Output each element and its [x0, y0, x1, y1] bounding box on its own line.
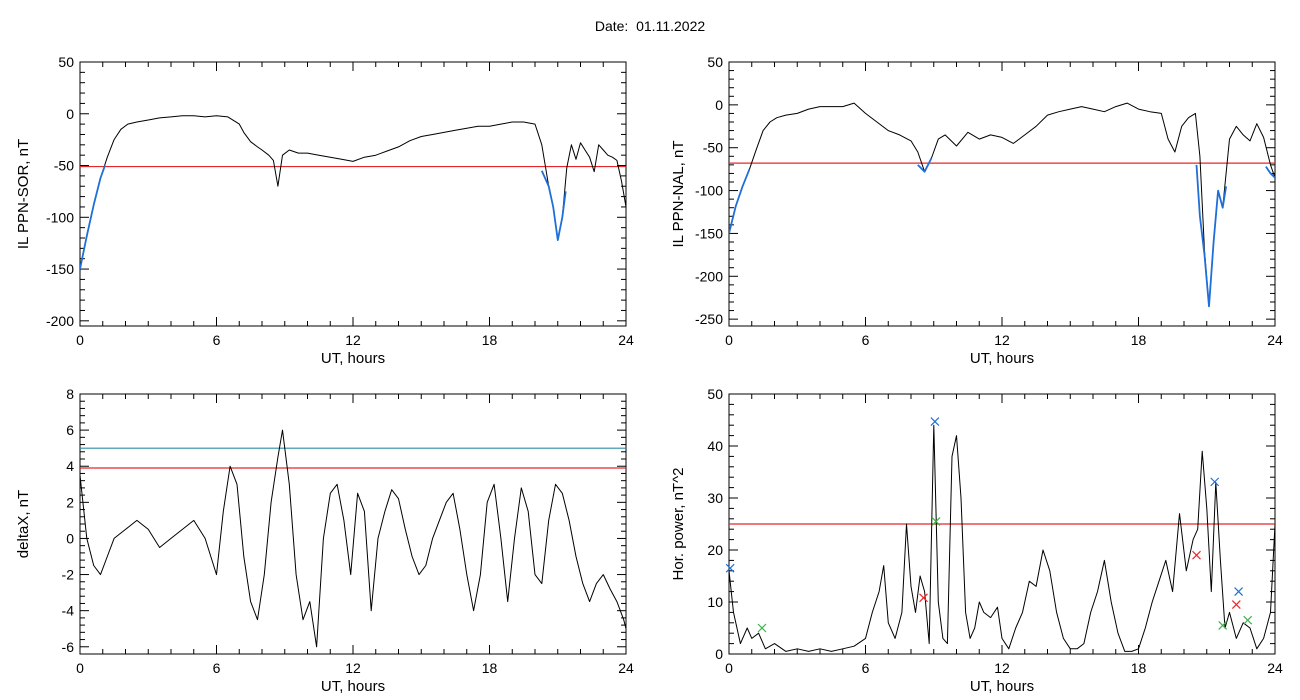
date-value: 01.11.2022: [636, 18, 706, 34]
plot-data: [729, 102, 1275, 308]
y-tick-label: 40: [707, 438, 723, 454]
date-label: Date:: [594, 18, 629, 34]
y-axis-label: IL PPN-NAL, nT: [670, 141, 687, 248]
x-marker: [757, 623, 767, 633]
x-axis-label: UT, hours: [321, 350, 385, 367]
x-tick-label: 0: [76, 332, 84, 348]
y-tick-label: -100: [46, 209, 74, 225]
y-tick-label: 8: [66, 386, 74, 402]
series-line: [729, 424, 1275, 652]
highlight-series-line-2: [917, 157, 933, 173]
x-marker: [931, 516, 941, 526]
x-axis-label: UT, hours: [970, 350, 1034, 367]
x-marker: [1192, 550, 1201, 560]
plot-data: [80, 429, 626, 648]
y-tick-label: -200: [46, 313, 74, 329]
y-tick-label: 0: [66, 530, 74, 546]
plot-frame: [79, 61, 627, 327]
x-tick-label: 0: [76, 660, 84, 676]
y-tick-label: 2: [66, 494, 74, 510]
plot-data: [729, 424, 1275, 652]
x-tick-label: 0: [725, 332, 733, 348]
y-tick-label: -100: [695, 183, 723, 199]
x-tick-label: 6: [862, 332, 870, 348]
x-tick-label: 0: [725, 660, 733, 676]
y-tick-label: 0: [715, 646, 723, 662]
x-tick-label: 24: [618, 660, 634, 676]
x-marker: [930, 417, 940, 426]
x-marker: [1234, 587, 1244, 597]
x-axis-label: UT, hours: [321, 678, 385, 695]
x-tick-label: 18: [482, 332, 498, 348]
x-tick-label: 18: [1131, 332, 1147, 348]
x-tick-label: 6: [213, 660, 221, 676]
chart-panel-il-sor: 0 6 12 18 24 50 0 -50 -100 -150 -200 UT, hours IL PP…: [15, 54, 634, 367]
y-tick-label: 30: [707, 490, 723, 506]
x-tick-label: 12: [994, 332, 1010, 348]
highlight-series-line-3: [1195, 164, 1227, 308]
x-tick-label: 24: [1267, 660, 1283, 676]
x-tick-label: 24: [1267, 332, 1283, 348]
figure-date-title: Date: 01.11.2022: [0, 18, 1300, 34]
chart-panel-il-nal: 0 6 12 18 24 50 0 -50 -100 -150 -200 -250 UT, hours I…: [670, 54, 1283, 367]
series-line: [729, 102, 1275, 307]
x-tick-label: 24: [618, 332, 634, 348]
plot-data: [80, 115, 626, 270]
x-tick-label: 12: [345, 332, 361, 348]
y-tick-label: -6: [62, 639, 75, 655]
x-tick-label: 12: [994, 660, 1010, 676]
chart-panel-hor-power: 0 6 12 18 24 50 40 30 20 10 0 UT, hours Hor. power, …: [670, 386, 1283, 695]
plot-frame: [79, 393, 627, 655]
x-tick-label: 18: [482, 660, 498, 676]
y-tick-label: -250: [695, 311, 723, 327]
x-tick-label: 18: [1131, 660, 1147, 676]
x-tick-label: 6: [862, 660, 870, 676]
y-tick-label: 4: [66, 458, 74, 474]
series-line: [80, 429, 626, 648]
y-axis-label: IL PPN-SOR, nT: [15, 139, 32, 249]
y-axis-label: deltaX, nT: [15, 490, 32, 558]
y-axis-label: Hor. power, nT^2: [670, 468, 687, 581]
highlight-series-line-1: [80, 165, 106, 270]
x-marker: [1210, 477, 1220, 487]
y-tick-label: -4: [62, 603, 75, 619]
x-marker: [725, 563, 735, 573]
y-tick-label: -50: [54, 158, 74, 174]
y-tick-label: 50: [707, 54, 723, 70]
y-tick-label: 50: [58, 54, 74, 70]
y-tick-label: -200: [695, 268, 723, 284]
y-tick-label: -50: [703, 140, 723, 156]
y-tick-label: 10: [707, 594, 723, 610]
x-tick-label: 12: [345, 660, 361, 676]
highlight-series-line-2: [540, 170, 567, 242]
highlight-series-line-1: [729, 168, 751, 234]
x-tick-label: 6: [213, 332, 221, 348]
plot-frame: [728, 61, 1276, 327]
y-tick-label: 50: [707, 386, 723, 402]
y-tick-label: -2: [62, 567, 75, 583]
highlight-series-line-4: [1265, 166, 1275, 179]
y-tick-label: -150: [695, 225, 723, 241]
series-line: [80, 115, 626, 270]
x-marker: [1243, 615, 1253, 625]
y-tick-label: 0: [715, 97, 723, 113]
y-tick-label: 6: [66, 422, 74, 438]
y-tick-label: 0: [66, 106, 74, 122]
y-tick-label: -150: [46, 261, 74, 277]
x-marker: [919, 593, 928, 603]
y-tick-label: 20: [707, 542, 723, 558]
x-marker: [1218, 620, 1228, 630]
x-marker: [1231, 600, 1241, 610]
x-axis-label: UT, hours: [970, 678, 1034, 695]
chart-panel-delta-x: 0 6 12 18 24 8 6 4 2 0 -2 -4 -6 UT, hours deltaX, nT: [15, 386, 634, 695]
